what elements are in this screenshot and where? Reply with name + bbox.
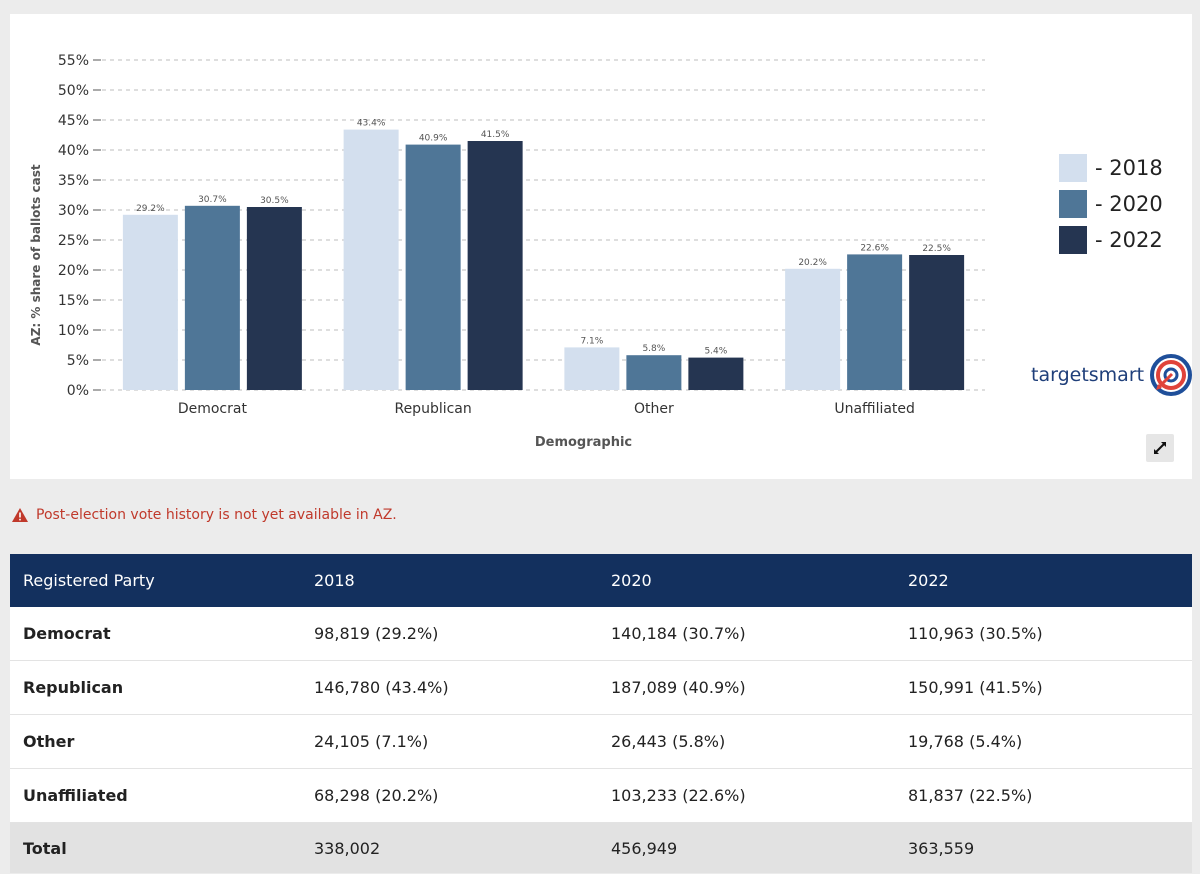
row-value: 68,298 (20.2%) <box>314 786 439 805</box>
y-tick-label: 15% <box>58 293 89 309</box>
table-total-row: Total 338,002 456,949 363,559 <box>10 823 1192 873</box>
row-label: Other <box>23 732 75 751</box>
legend-swatch-2022 <box>1059 226 1087 254</box>
bar <box>688 357 744 390</box>
bar <box>626 355 682 390</box>
data-label: 30.5% <box>260 196 289 206</box>
row-value: 187,089 (40.9%) <box>611 678 746 697</box>
row-value: 26,443 (5.8%) <box>611 732 726 751</box>
total-value: 363,559 <box>908 838 975 858</box>
data-label: 30.7% <box>198 195 227 205</box>
y-axis-title: AZ: % share of ballots cast <box>29 164 43 345</box>
bar <box>467 141 523 390</box>
total-value: 338,002 <box>314 838 381 858</box>
x-tick-label: Republican <box>394 401 471 417</box>
bar <box>564 347 620 390</box>
header-2022[interactable]: 2022 <box>908 571 949 590</box>
row-label: Republican <box>23 678 124 697</box>
header-2018[interactable]: 2018 <box>314 571 355 590</box>
row-value: 81,837 (22.5%) <box>908 786 1033 805</box>
row-value: 146,780 (43.4%) <box>314 678 449 697</box>
header-2020[interactable]: 2020 <box>611 571 652 590</box>
table-row: Other 24,105 (7.1%) 26,443 (5.8%) 19,768… <box>10 715 1192 769</box>
legend-label: - 2018 <box>1095 156 1163 180</box>
warning-message: Post-election vote history is not yet av… <box>12 507 397 523</box>
chart-panel: 0% 5% 10% 15% 20% 25% 30% 35% 40% 45% 50% 55% 29.2% 3… <box>10 14 1193 479</box>
brand-name: targetsmart <box>1031 364 1145 386</box>
legend-label: - 2022 <box>1095 228 1163 252</box>
bar <box>184 205 240 390</box>
data-label: 22.5% <box>922 244 951 254</box>
data-label: 20.2% <box>798 258 827 268</box>
row-value: 24,105 (7.1%) <box>314 732 429 751</box>
legend-item-2018[interactable]: - 2018 <box>1059 150 1163 186</box>
table-row: Unaffiliated 68,298 (20.2%) 103,233 (22.… <box>10 769 1192 823</box>
legend-item-2020[interactable]: - 2020 <box>1059 186 1163 222</box>
data-label: 41.5% <box>481 130 510 140</box>
legend-item-2022[interactable]: - 2022 <box>1059 222 1163 258</box>
x-tick-label: Unaffiliated <box>834 401 915 417</box>
legend-swatch-2018 <box>1059 154 1087 182</box>
row-label: Democrat <box>23 624 111 643</box>
y-tick-label: 30% <box>58 203 89 219</box>
bar-chart: 0% 5% 10% 15% 20% 25% 30% 35% 40% 45% 50% 55% 29.2% 3… <box>29 53 985 450</box>
y-tick-label: 55% <box>58 53 89 69</box>
target-logo-icon <box>1150 354 1193 396</box>
bar <box>909 255 965 390</box>
y-tick-label: 40% <box>58 143 89 159</box>
warning-text: Post-election vote history is not yet av… <box>36 507 397 523</box>
y-tick-label: 35% <box>58 173 89 189</box>
bar <box>122 214 178 390</box>
total-label: Total <box>23 838 67 858</box>
table-row: Republican 146,780 (43.4%) 187,089 (40.9… <box>10 661 1192 715</box>
y-tick-label: 5% <box>67 353 89 369</box>
data-label: 7.1% <box>580 336 603 346</box>
bar <box>847 254 903 390</box>
data-label: 5.4% <box>704 347 727 357</box>
header-party[interactable]: Registered Party <box>23 571 155 590</box>
y-tick-label: 0% <box>67 383 89 399</box>
row-value: 98,819 (29.2%) <box>314 624 439 643</box>
row-value: 103,233 (22.6%) <box>611 786 746 805</box>
data-label: 5.8% <box>642 344 665 354</box>
legend-swatch-2020 <box>1059 190 1087 218</box>
data-label: 40.9% <box>419 134 448 144</box>
data-label: 22.6% <box>860 243 889 253</box>
x-tick-label: Other <box>634 401 674 417</box>
results-table: Registered Party 2018 2020 2022 Democrat… <box>10 554 1192 873</box>
legend-label: - 2020 <box>1095 192 1163 216</box>
row-value: 140,184 (30.7%) <box>611 624 746 643</box>
x-axis-title: Demographic <box>535 435 632 450</box>
y-tick-label: 20% <box>58 263 89 279</box>
bar <box>405 144 461 390</box>
brand-logo: targetsmart <box>1031 354 1193 396</box>
bar <box>246 207 302 390</box>
chart-legend: - 2018 - 2020 - 2022 <box>1059 150 1163 258</box>
data-label: 29.2% <box>136 204 165 214</box>
row-value: 150,991 (41.5%) <box>908 678 1043 697</box>
warning-icon <box>12 508 28 522</box>
table-row: Democrat 98,819 (29.2%) 140,184 (30.7%) … <box>10 607 1192 661</box>
y-tick-label: 10% <box>58 323 89 339</box>
x-tick-label: Democrat <box>178 401 248 417</box>
data-label: 43.4% <box>357 119 386 129</box>
expand-button[interactable] <box>1146 434 1174 462</box>
expand-icon <box>1154 442 1166 454</box>
row-value: 19,768 (5.4%) <box>908 732 1023 751</box>
y-tick-label: 45% <box>58 113 89 129</box>
total-value: 456,949 <box>611 838 678 858</box>
y-tick-label: 50% <box>58 83 89 99</box>
row-label: Unaffiliated <box>23 786 128 805</box>
bar <box>343 129 399 390</box>
row-value: 110,963 (30.5%) <box>908 624 1043 643</box>
bar <box>785 268 841 390</box>
y-tick-label: 25% <box>58 233 89 249</box>
table-header: Registered Party 2018 2020 2022 <box>10 554 1192 607</box>
